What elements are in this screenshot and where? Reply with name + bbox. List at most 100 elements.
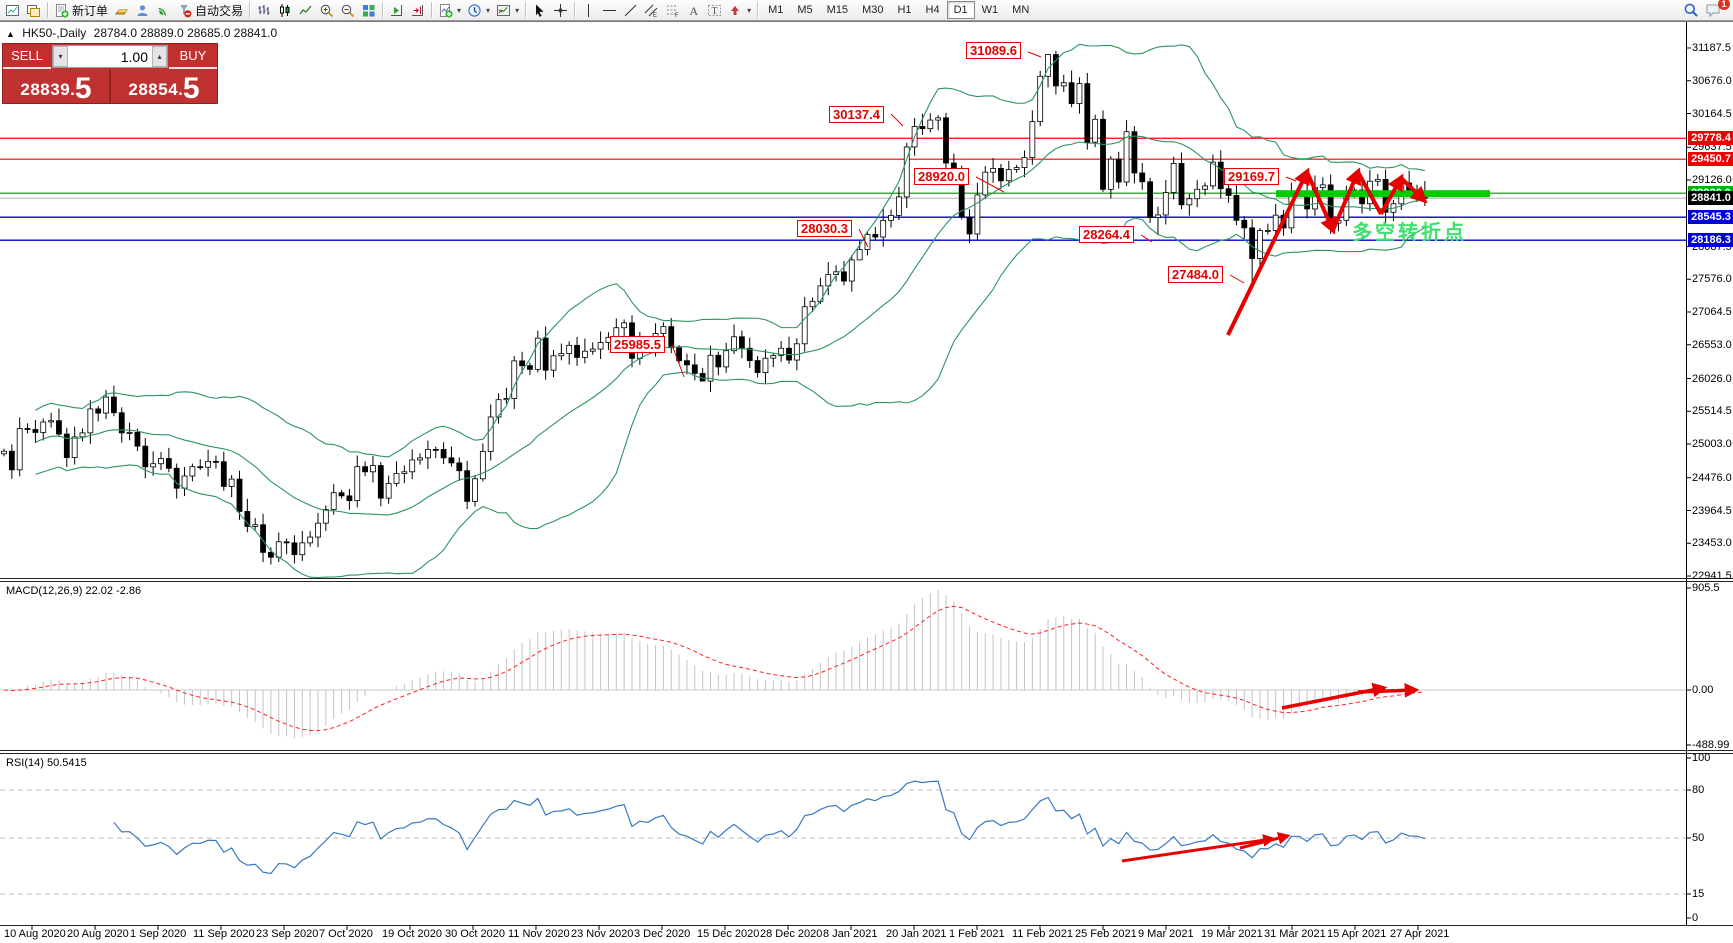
new-chart-button[interactable]: [2, 1, 23, 20]
toolbar: 新订单 自动交易 ▾: [0, 0, 1733, 21]
timeframe-m15[interactable]: M15: [820, 1, 855, 19]
signals-button[interactable]: [153, 1, 174, 20]
ohlc-values: 28784.0 28889.0 28685.0 28841.0: [93, 26, 278, 40]
indicators-button[interactable]: ▾: [435, 1, 464, 20]
period-button[interactable]: ▾: [464, 1, 493, 20]
svg-text:A: A: [690, 4, 699, 18]
new-order-label: 新订单: [72, 3, 109, 18]
zoom-out-icon: [341, 4, 355, 17]
crosshair-icon: [554, 3, 568, 17]
timeframe-h4[interactable]: H4: [919, 1, 947, 19]
auto-scroll-button[interactable]: [386, 1, 407, 20]
chart-shift-button[interactable]: [407, 1, 428, 20]
buy-button[interactable]: BUY: [169, 44, 217, 69]
text-tool[interactable]: A: [683, 1, 704, 20]
period-dropdown-caret: ▾: [486, 5, 491, 15]
sell-price-int: 28839: [20, 80, 71, 99]
toolbar-separator: [757, 2, 759, 18]
zoom-in-button[interactable]: [316, 1, 337, 20]
toolbar-separator: [249, 2, 251, 18]
indicators-dropdown-caret: ▾: [457, 5, 462, 15]
zoom-in-icon: [320, 4, 334, 17]
macd-label: MACD(12,26,9) 22.02 -2.86: [6, 585, 142, 597]
autotrading-icon: [180, 4, 192, 17]
toolbar-separator: [47, 2, 48, 18]
profiles-button[interactable]: [23, 1, 44, 20]
toolbar-separator: [431, 2, 433, 18]
cursor-button[interactable]: [529, 1, 550, 20]
timeframe-h1[interactable]: H1: [890, 1, 918, 19]
tile-windows-button[interactable]: [358, 1, 379, 20]
auto-scroll-icon: [391, 4, 403, 16]
new-chart-icon: [6, 4, 19, 16]
timeframe-m5[interactable]: M5: [790, 1, 819, 19]
arrows-tool[interactable]: ▾: [725, 1, 754, 20]
timeframe-bar: M1 M5 M15 M30 H1 H4 D1 W1 MN: [761, 1, 1036, 19]
timeframe-d1[interactable]: D1: [946, 1, 975, 19]
symbol-period-label: HK50-,Daily: [22, 26, 87, 40]
buy-price-dot: .: [178, 80, 183, 99]
autotrading-label: 自动交易: [195, 3, 244, 18]
sell-price-dot: .: [70, 80, 75, 99]
volume-stepper: ▾ ▴: [52, 45, 168, 68]
tile-windows-icon: [363, 4, 375, 16]
toolbar-right-group: 1: [1680, 0, 1730, 20]
arrow-shapes-icon: [731, 5, 740, 15]
community-button[interactable]: [132, 1, 153, 20]
horizontal-line-tool[interactable]: [599, 1, 620, 20]
new-order-button[interactable]: 新订单: [51, 1, 111, 20]
template-icon: [497, 4, 511, 16]
arrows-dropdown-caret: ▾: [747, 5, 752, 15]
candlestick-icon: [280, 3, 290, 17]
crosshair-button[interactable]: [550, 1, 571, 20]
channel-tool[interactable]: E: [641, 1, 662, 20]
trendline-icon: [624, 4, 637, 16]
chart-shift-icon: [412, 4, 424, 16]
text-label-icon: T: [708, 4, 722, 17]
profiles-icon: [27, 4, 40, 17]
notification-badge: 1: [1718, 0, 1730, 10]
text-label-tool[interactable]: T: [704, 1, 725, 20]
one-click-trading-panel: SELL ▾ ▴ BUY 28839.5 28854.5: [2, 43, 218, 104]
toolbar-separator: [525, 2, 527, 18]
autotrading-button[interactable]: 自动交易: [174, 1, 246, 20]
buy-price-dec: 5: [182, 72, 200, 105]
sell-button[interactable]: SELL: [3, 44, 51, 69]
buy-price[interactable]: 28854. 5: [111, 69, 217, 105]
zoom-out-button[interactable]: [337, 1, 358, 20]
vertical-line-tool[interactable]: [578, 1, 599, 20]
timeframe-w1[interactable]: W1: [975, 1, 1006, 19]
notifications-button[interactable]: 1: [1702, 0, 1730, 20]
gold-bar-icon: [115, 9, 129, 14]
bar-chart-view-button[interactable]: [253, 1, 274, 20]
timeframe-m1[interactable]: M1: [761, 1, 790, 19]
fibonacci-tool[interactable]: F: [662, 1, 683, 20]
line-chart-icon: [299, 5, 312, 14]
volume-input[interactable]: [68, 46, 152, 67]
collapse-panel-icon[interactable]: ▲: [6, 29, 15, 39]
bar-chart-icon: [258, 4, 270, 15]
buy-price-int: 28854: [128, 80, 179, 99]
toolbar-separator: [574, 2, 576, 18]
template-button[interactable]: ▾: [493, 1, 522, 20]
trendline-tool[interactable]: [620, 1, 641, 20]
candlestick-view-button[interactable]: [274, 1, 295, 20]
search-icon: [1684, 3, 1698, 17]
timeframe-m30[interactable]: M30: [855, 1, 890, 19]
line-chart-view-button[interactable]: [295, 1, 316, 20]
volume-increase-button[interactable]: ▴: [152, 46, 167, 67]
sell-price[interactable]: 28839. 5: [3, 69, 111, 105]
horizontal-line-icon: [603, 9, 617, 11]
rsi-label: RSI(14) 50.5415: [6, 757, 87, 769]
svg-text:E: E: [653, 13, 657, 18]
svg-text:T: T: [712, 6, 718, 17]
timeframe-mn[interactable]: MN: [1005, 1, 1036, 19]
gold-button[interactable]: [111, 1, 132, 20]
volume-decrease-button[interactable]: ▾: [53, 46, 68, 67]
svg-text:F: F: [675, 13, 679, 18]
search-button[interactable]: [1680, 1, 1702, 20]
toolbar-separator: [382, 2, 384, 18]
sell-price-dec: 5: [74, 72, 92, 105]
